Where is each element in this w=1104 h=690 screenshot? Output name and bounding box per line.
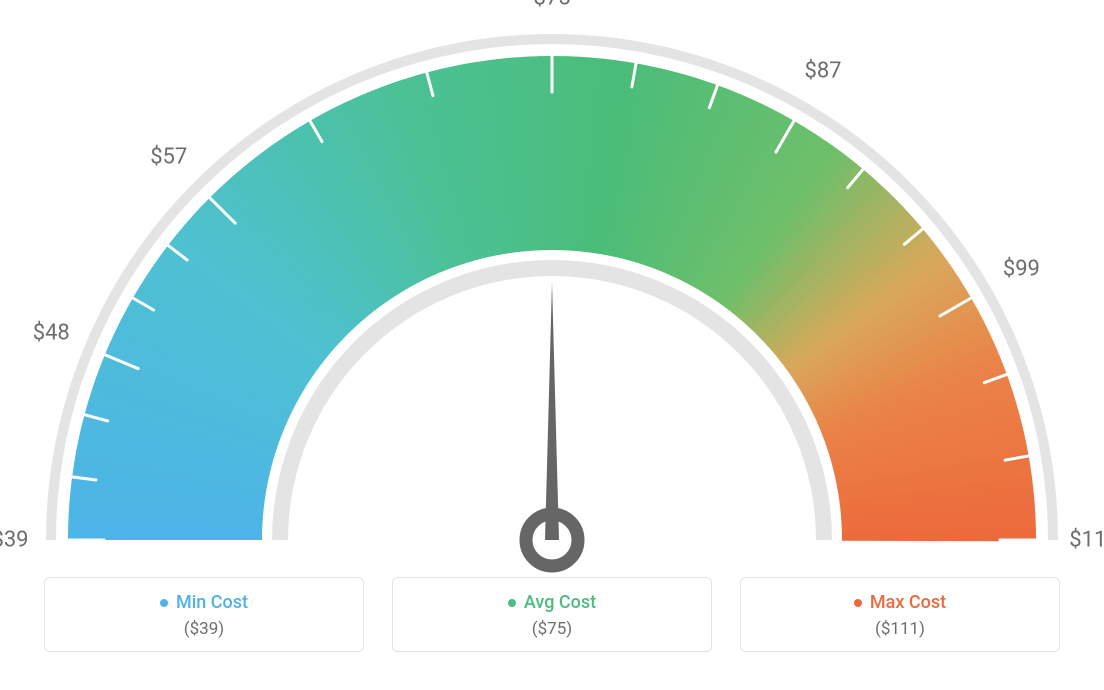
dot-max	[854, 599, 862, 607]
legend-row: Min Cost ($39) Avg Cost ($75) Max Cost (…	[0, 577, 1104, 652]
legend-title-min: Min Cost	[176, 592, 248, 613]
gauge-svg	[0, 0, 1104, 576]
legend-card-avg: Avg Cost ($75)	[392, 577, 712, 652]
gauge-tick-label: $111	[1069, 528, 1104, 553]
gauge-tick-label: $39	[0, 528, 29, 553]
gauge-tick-label: $75	[533, 0, 570, 11]
gauge-tick-label: $48	[33, 320, 70, 345]
cost-gauge-chart	[0, 0, 1104, 580]
legend-value-max: ($111)	[875, 619, 925, 639]
gauge-tick-label: $87	[804, 58, 841, 83]
gauge-tick-label: $57	[150, 144, 187, 169]
legend-card-min: Min Cost ($39)	[44, 577, 364, 652]
legend-title-avg: Avg Cost	[524, 592, 596, 613]
dot-avg	[508, 599, 516, 607]
legend-value-min: ($39)	[184, 619, 224, 639]
legend-title-max: Max Cost	[870, 592, 946, 613]
dot-min	[160, 599, 168, 607]
gauge-tick-label: $99	[1003, 257, 1040, 282]
legend-value-avg: ($75)	[532, 619, 572, 639]
legend-card-max: Max Cost ($111)	[740, 577, 1060, 652]
